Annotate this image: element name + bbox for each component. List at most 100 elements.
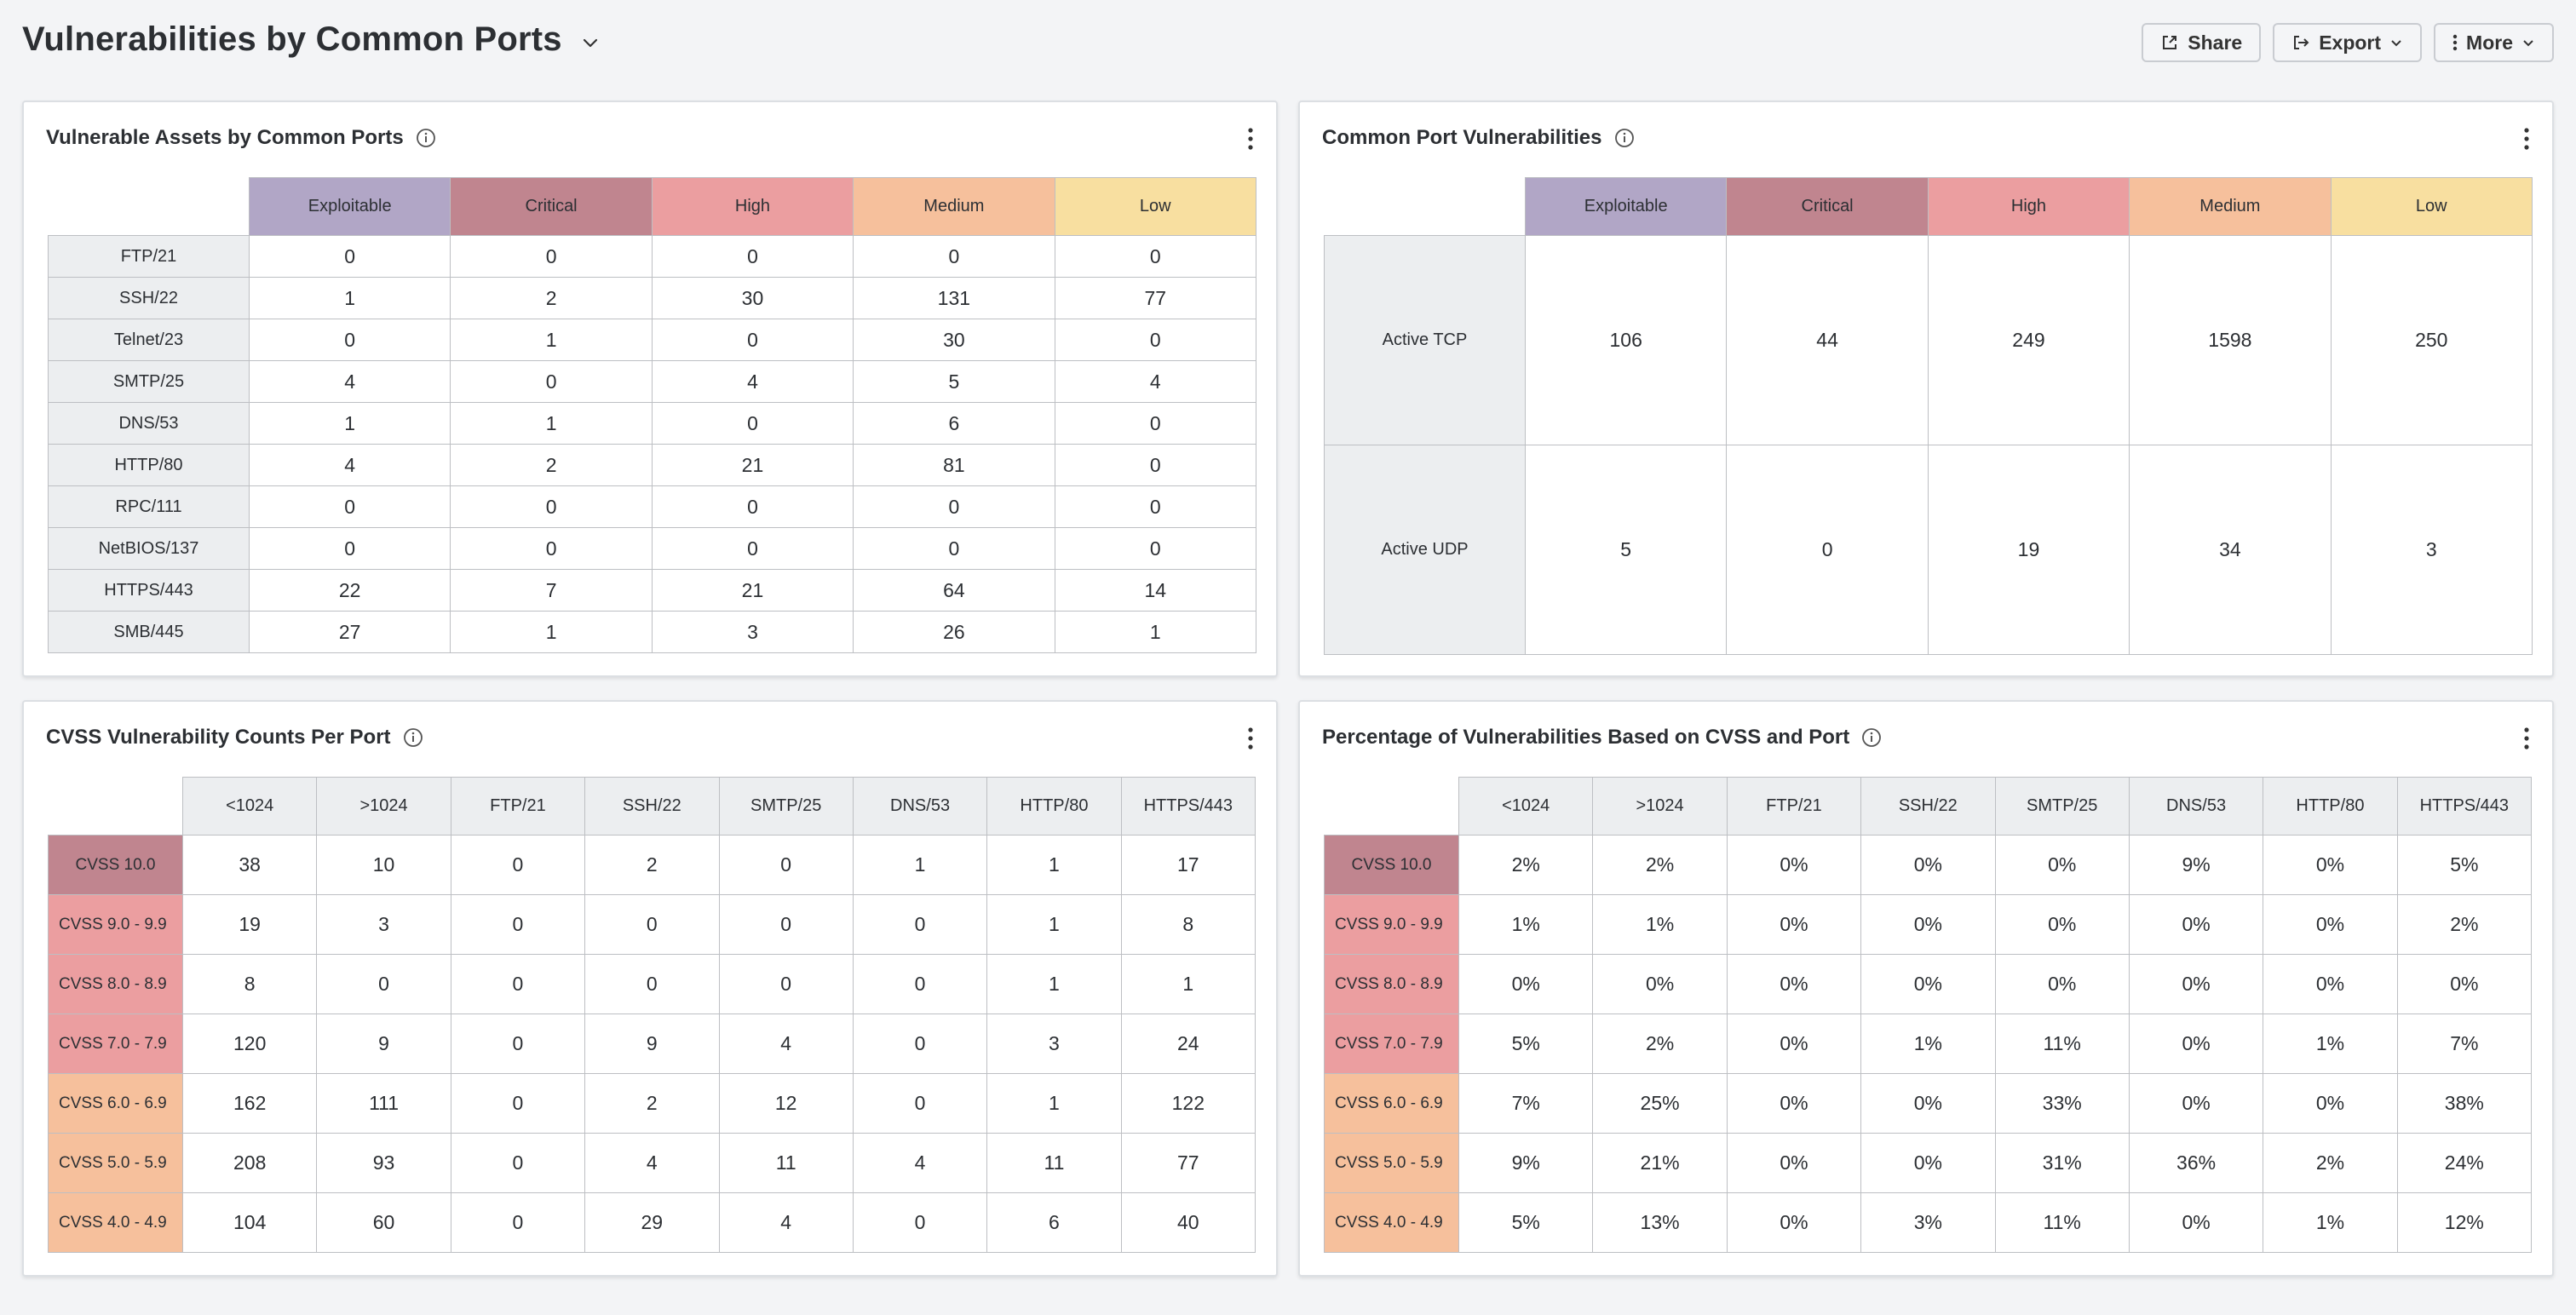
table-cell[interactable]: 9% — [2128, 835, 2264, 895]
table-cell[interactable]: 0% — [1592, 954, 1728, 1014]
table-cell[interactable]: 2% — [1592, 1014, 1728, 1074]
table-cell[interactable]: 8 — [1120, 894, 1256, 955]
table-cell[interactable]: 0 — [450, 1014, 586, 1074]
info-icon[interactable] — [403, 727, 423, 748]
table-cell[interactable]: 11% — [1994, 1014, 2130, 1074]
table-cell[interactable]: 0 — [1054, 402, 1256, 445]
table-cell[interactable]: 34 — [2129, 445, 2332, 655]
table-cell[interactable]: 0% — [1860, 954, 1996, 1014]
table-cell[interactable]: 5 — [1524, 445, 1728, 655]
table-cell[interactable]: 4 — [852, 1133, 988, 1193]
table-cell[interactable]: 0% — [1726, 1073, 1862, 1134]
table-cell[interactable]: 8 — [181, 954, 318, 1014]
table-cell[interactable]: 0 — [316, 954, 451, 1014]
table-cell[interactable]: 2% — [1458, 835, 1594, 895]
table-cell[interactable]: 64 — [853, 569, 1055, 612]
table-cell[interactable]: 5 — [853, 360, 1055, 403]
more-button[interactable]: More — [2434, 23, 2554, 62]
table-cell[interactable]: 0% — [1860, 1133, 1996, 1193]
panel-menu-icon[interactable] — [1245, 126, 1256, 152]
table-cell[interactable]: 0 — [1054, 319, 1256, 361]
table-cell[interactable]: 6 — [986, 1192, 1122, 1253]
table-cell[interactable]: 0 — [584, 954, 720, 1014]
table-cell[interactable]: 17 — [1120, 835, 1256, 895]
table-cell[interactable]: 38% — [2396, 1073, 2533, 1134]
table-cell[interactable]: 7 — [450, 569, 653, 612]
table-cell[interactable]: 0 — [1726, 445, 1929, 655]
table-cell[interactable]: 3 — [2330, 445, 2533, 655]
table-cell[interactable]: 0 — [450, 360, 653, 403]
table-cell[interactable]: 0% — [1994, 894, 2130, 955]
table-cell[interactable]: 0 — [651, 402, 854, 445]
column-header[interactable]: SSH/22 — [584, 777, 720, 836]
table-cell[interactable]: 0% — [1994, 954, 2130, 1014]
table-cell[interactable]: 0 — [852, 1192, 988, 1253]
table-cell[interactable]: 2% — [2263, 1133, 2398, 1193]
table-cell[interactable]: 0% — [1726, 1014, 1862, 1074]
table-cell[interactable]: 1% — [1458, 894, 1594, 955]
table-cell[interactable]: 0 — [853, 235, 1055, 278]
table-cell[interactable]: 0% — [1726, 835, 1862, 895]
table-cell[interactable]: 9% — [1458, 1133, 1594, 1193]
column-header[interactable]: High — [1927, 177, 2130, 236]
table-cell[interactable]: 9 — [584, 1014, 720, 1074]
table-cell[interactable]: 14 — [1054, 569, 1256, 612]
panel-menu-icon[interactable] — [2521, 126, 2532, 152]
column-header[interactable]: HTTPS/443 — [2396, 777, 2533, 836]
table-cell[interactable]: 0 — [248, 485, 451, 528]
column-header[interactable]: FTP/21 — [450, 777, 586, 836]
column-header[interactable]: >1024 — [316, 777, 451, 836]
table-cell[interactable]: 19 — [181, 894, 318, 955]
table-cell[interactable]: 1 — [248, 402, 451, 445]
table-cell[interactable]: 0 — [651, 235, 854, 278]
table-cell[interactable]: 40 — [1120, 1192, 1256, 1253]
table-cell[interactable]: 4 — [584, 1133, 720, 1193]
table-cell[interactable]: 0% — [1726, 894, 1862, 955]
table-cell[interactable]: 77 — [1120, 1133, 1256, 1193]
table-cell[interactable]: 0 — [718, 954, 854, 1014]
table-cell[interactable]: 0% — [1860, 894, 1996, 955]
info-icon[interactable] — [1861, 727, 1882, 748]
table-cell[interactable]: 1 — [450, 319, 653, 361]
table-cell[interactable]: 0% — [2263, 1073, 2398, 1134]
table-cell[interactable]: 0 — [852, 954, 988, 1014]
table-cell[interactable]: 4 — [248, 444, 451, 486]
column-header[interactable]: >1024 — [1592, 777, 1728, 836]
table-cell[interactable]: 26 — [853, 611, 1055, 653]
table-cell[interactable]: 27 — [248, 611, 451, 653]
table-cell[interactable]: 131 — [853, 277, 1055, 319]
column-header[interactable]: Exploitable — [248, 177, 451, 236]
table-cell[interactable]: 60 — [316, 1192, 451, 1253]
table-cell[interactable]: 0% — [1726, 954, 1862, 1014]
table-cell[interactable]: 2 — [584, 835, 720, 895]
table-cell[interactable]: 120 — [181, 1014, 318, 1074]
table-cell[interactable]: 0% — [2263, 954, 2398, 1014]
table-cell[interactable]: 4 — [651, 360, 854, 403]
panel-menu-icon[interactable] — [1245, 726, 1256, 751]
table-cell[interactable]: 0 — [718, 835, 854, 895]
table-cell[interactable]: 24% — [2396, 1133, 2533, 1193]
table-cell[interactable]: 1 — [1120, 954, 1256, 1014]
table-cell[interactable]: 2 — [450, 277, 653, 319]
table-cell[interactable]: 111 — [316, 1073, 451, 1134]
table-cell[interactable]: 33% — [1994, 1073, 2130, 1134]
table-cell[interactable]: 0% — [1458, 954, 1594, 1014]
table-cell[interactable]: 2% — [2396, 894, 2533, 955]
table-cell[interactable]: 0 — [1054, 444, 1256, 486]
table-cell[interactable]: 4 — [718, 1192, 854, 1253]
table-cell[interactable]: 162 — [181, 1073, 318, 1134]
table-cell[interactable]: 106 — [1524, 235, 1728, 445]
table-cell[interactable]: 1 — [986, 954, 1122, 1014]
table-cell[interactable]: 5% — [2396, 835, 2533, 895]
table-cell[interactable]: 0 — [651, 527, 854, 570]
table-cell[interactable]: 0% — [1726, 1133, 1862, 1193]
table-cell[interactable]: 0% — [2128, 1014, 2264, 1074]
column-header[interactable]: <1024 — [1458, 777, 1594, 836]
table-cell[interactable]: 0 — [248, 527, 451, 570]
table-cell[interactable]: 44 — [1726, 235, 1929, 445]
table-cell[interactable]: 3 — [316, 894, 451, 955]
column-header[interactable]: HTTPS/443 — [1120, 777, 1256, 836]
column-header[interactable]: <1024 — [181, 777, 318, 836]
table-cell[interactable]: 7% — [1458, 1073, 1594, 1134]
table-cell[interactable]: 3 — [986, 1014, 1122, 1074]
